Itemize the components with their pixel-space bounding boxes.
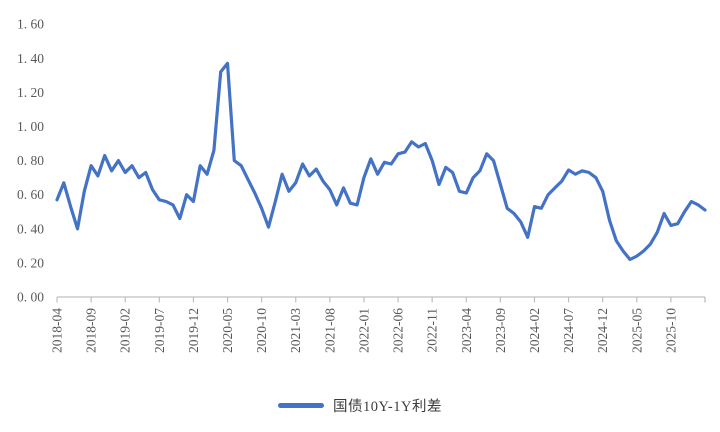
legend-label: 国债10Y-1Y利差 bbox=[333, 398, 442, 415]
svg-text:2018-09: 2018-09 bbox=[84, 308, 99, 353]
legend-line-swatch bbox=[278, 402, 325, 408]
svg-text:2018-04: 2018-04 bbox=[50, 308, 65, 353]
svg-text:1. 00: 1. 00 bbox=[17, 119, 44, 134]
svg-text:2025-10: 2025-10 bbox=[663, 308, 678, 353]
legend: 国债10Y-1Y利差 bbox=[0, 393, 720, 417]
svg-text:0. 00: 0. 00 bbox=[17, 290, 44, 305]
svg-text:2024-07: 2024-07 bbox=[561, 308, 576, 353]
svg-text:2022-01: 2022-01 bbox=[356, 308, 371, 353]
series-line bbox=[55, 61, 707, 262]
svg-text:1. 40: 1. 40 bbox=[17, 51, 44, 66]
svg-text:2024-12: 2024-12 bbox=[595, 308, 610, 353]
svg-text:2019-12: 2019-12 bbox=[186, 308, 201, 353]
svg-text:2020-05: 2020-05 bbox=[220, 308, 235, 353]
svg-text:2019-07: 2019-07 bbox=[152, 308, 167, 353]
svg-text:2021-08: 2021-08 bbox=[322, 308, 337, 353]
svg-text:0. 20: 0. 20 bbox=[17, 255, 44, 270]
svg-text:2021-03: 2021-03 bbox=[288, 308, 303, 353]
svg-text:2024-02: 2024-02 bbox=[527, 308, 542, 353]
svg-text:2019-02: 2019-02 bbox=[118, 308, 133, 353]
svg-text:0. 60: 0. 60 bbox=[17, 187, 44, 202]
y-axis-labels: 0. 00 0. 20 0. 40 0. 60 0. 80 1. 00 1. 20 1. 40… bbox=[17, 17, 44, 305]
svg-text:2022-11: 2022-11 bbox=[425, 308, 440, 353]
svg-text:0. 80: 0. 80 bbox=[17, 153, 44, 168]
x-axis-ticks bbox=[56, 297, 706, 303]
svg-text:2025-05: 2025-05 bbox=[629, 308, 644, 353]
svg-text:1. 20: 1. 20 bbox=[17, 85, 44, 100]
svg-text:1. 60: 1. 60 bbox=[17, 17, 44, 32]
svg-text:2022-06: 2022-06 bbox=[391, 308, 406, 353]
svg-text:2023-09: 2023-09 bbox=[493, 308, 508, 353]
svg-text:0. 40: 0. 40 bbox=[17, 221, 44, 236]
x-axis-labels: 2018-04 2018-09 2019-02 2019-07 2019-12 2020-… bbox=[50, 308, 679, 353]
svg-text:2023-04: 2023-04 bbox=[459, 308, 474, 353]
svg-text:2020-10: 2020-10 bbox=[254, 308, 269, 353]
